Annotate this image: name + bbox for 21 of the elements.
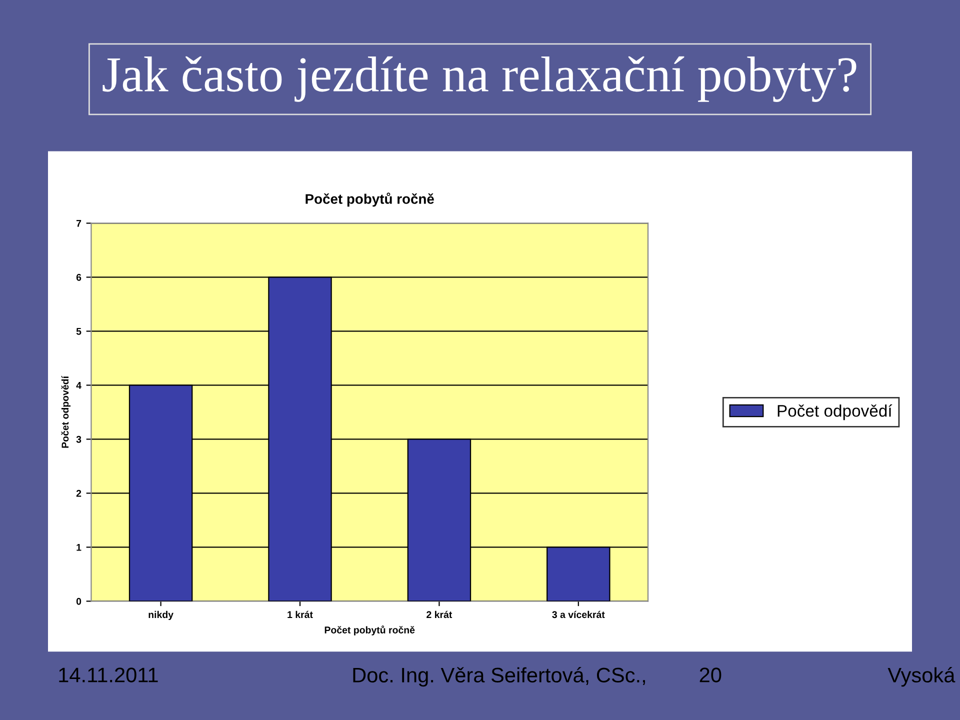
chart-subtitle: Počet pobytů ročně — [306, 192, 434, 207]
x-tick-label: 3 a vícekrát — [552, 610, 605, 618]
legend-label: Počet odpovědí — [778, 404, 892, 420]
y-tick-label: 4 — [76, 382, 82, 389]
y-tick-label: 1 — [76, 544, 82, 551]
y-tick-label: 3 — [76, 436, 82, 443]
x-tick-label: 2 krát — [426, 610, 452, 618]
y-tick-label: 7 — [76, 220, 82, 227]
y-tick-label: 6 — [76, 274, 82, 281]
chart-title: Jak často jezdíte na relaxační pobyty? — [102, 56, 856, 102]
x-axis-title: Počet pobytů ročně — [324, 626, 415, 636]
text: 14.11.2011 — [59, 668, 158, 682]
text: Doc. Ing. Věra Seifertová, CSc., — [353, 666, 645, 687]
y-tick-label: 5 — [76, 328, 82, 335]
x-tick-label: 1 krát — [288, 610, 313, 618]
y-tick-label: 2 — [76, 490, 82, 497]
x-tick-label: nikdy — [148, 610, 174, 620]
y-tick-label: 0 — [76, 598, 82, 605]
text: Vysoká — [888, 666, 956, 687]
y-axis-title: Počet odpovědí — [61, 376, 71, 448]
text: 20 — [700, 668, 722, 682]
